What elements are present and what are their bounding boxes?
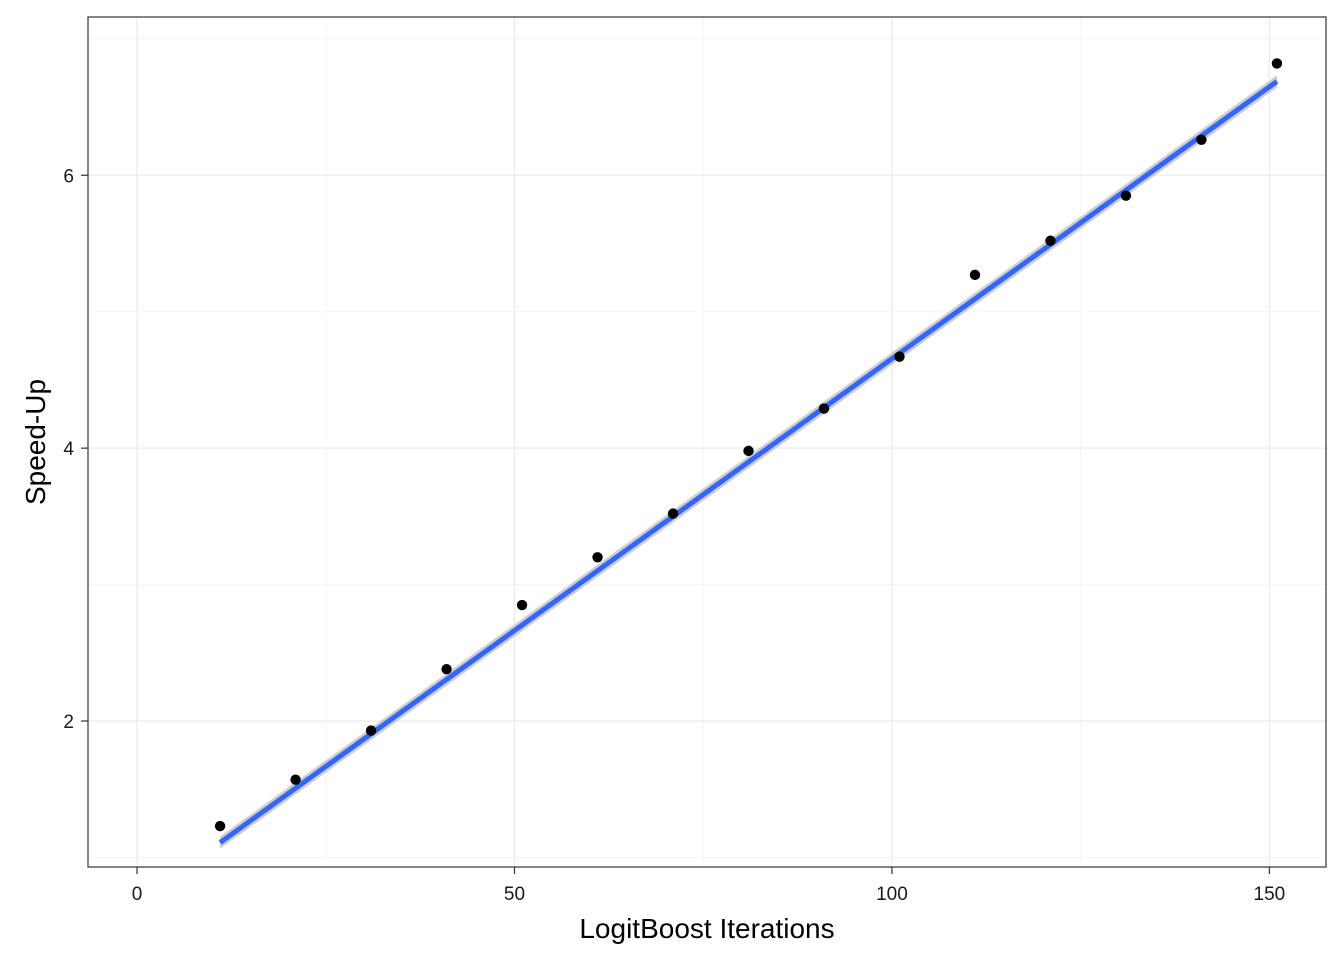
y-tick-label: 2: [63, 712, 74, 733]
data-point: [1271, 58, 1283, 69]
data-point: [743, 445, 754, 457]
panel-border: [87, 16, 1327, 868]
data-point: [1196, 134, 1207, 145]
y-axis-title: Speed-Up: [20, 379, 51, 505]
x-tick-label: 150: [1254, 884, 1286, 905]
data-point: [894, 351, 905, 362]
y-tick-label: 4: [63, 439, 74, 460]
x-axis-title: LogitBoost Iterations: [579, 913, 834, 944]
panel-background: [88, 17, 1326, 867]
data-point: [818, 403, 830, 414]
data-point: [592, 552, 603, 563]
y-tick-label: 6: [63, 166, 74, 187]
regression-line: [218, 79, 1279, 845]
y-axis-ticks: 2 4 6: [63, 166, 88, 733]
data-point: [214, 820, 226, 832]
x-tick-label: 50: [504, 884, 525, 905]
data-point: [290, 774, 301, 785]
data-point: [969, 269, 981, 281]
data-points: [214, 58, 1283, 832]
data-point: [1045, 235, 1056, 246]
x-axis-ticks: 0 50 100 150: [132, 867, 1285, 905]
major-grid: [88, 17, 1326, 867]
data-point: [365, 725, 377, 736]
data-point: [667, 508, 679, 519]
x-tick-label: 0: [132, 884, 143, 905]
data-point: [441, 663, 452, 675]
data-point: [1120, 190, 1132, 201]
minor-grid: [88, 17, 1326, 867]
x-tick-label: 100: [876, 884, 908, 905]
data-point: [516, 599, 528, 611]
